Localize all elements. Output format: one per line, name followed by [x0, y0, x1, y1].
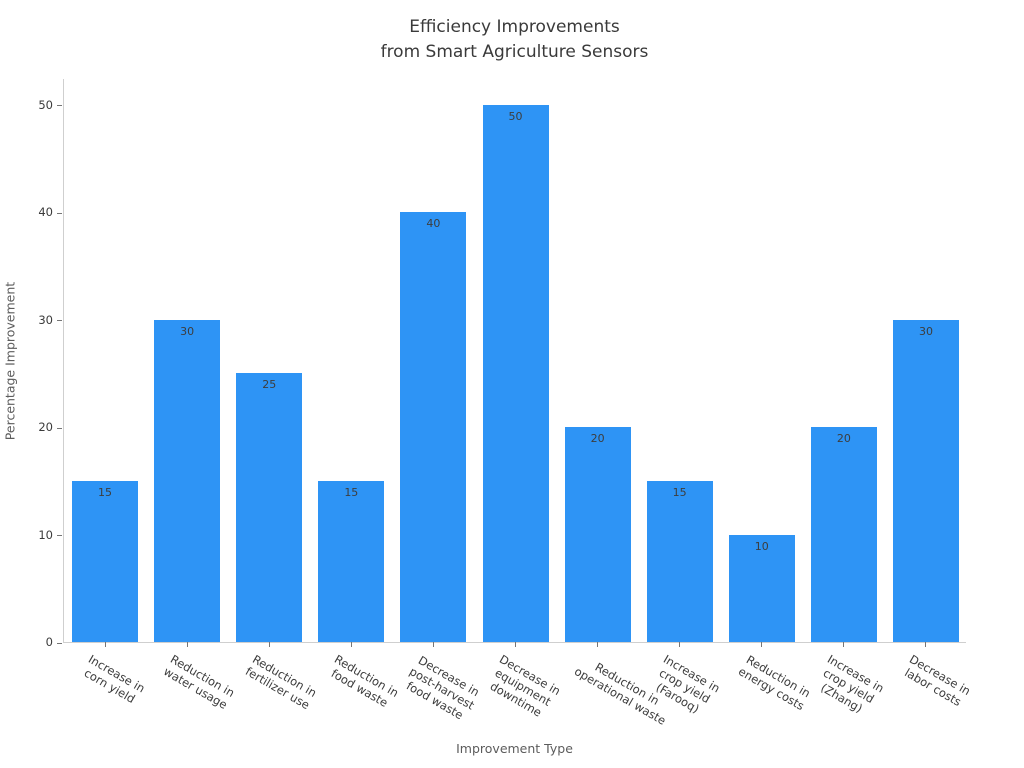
x-tick-label: Decrease in post-harvest food waste [404, 653, 483, 723]
y-tick-label: 50 [38, 97, 53, 112]
x-tick [104, 642, 106, 647]
y-tick [57, 642, 62, 644]
bar-value-label: 20 [836, 432, 851, 446]
y-tick [57, 427, 62, 429]
x-tick [679, 642, 681, 647]
bar [72, 480, 139, 642]
bar-value-label: 30 [918, 324, 933, 338]
bar-value-label: 25 [262, 378, 277, 392]
x-tick [843, 642, 845, 647]
x-tick-label: Reduction in food waste [328, 652, 402, 710]
bar-value-label: 40 [426, 217, 441, 231]
bar [728, 534, 795, 642]
bar-value-label: 50 [508, 109, 523, 123]
y-axis-title: Percentage Improvement [2, 281, 18, 441]
x-tick-label: Decrease in equipment downtime [487, 652, 563, 720]
bar [318, 480, 385, 642]
x-tick [350, 642, 352, 647]
y-tick-label: 40 [38, 205, 53, 220]
x-tick [186, 642, 188, 647]
x-tick-label: Increase in crop yield (Zhang) [818, 652, 887, 716]
bar [564, 427, 631, 642]
x-tick [597, 642, 599, 647]
bar [400, 212, 467, 642]
bar-value-label: 15 [98, 485, 113, 499]
chart-title: Efficiency Improvements from Smart Agric… [380, 17, 649, 62]
y-tick [57, 320, 62, 322]
y-tick-label: 0 [45, 635, 53, 649]
x-tick [432, 642, 434, 647]
bar [236, 373, 303, 642]
bar-value-label: 30 [180, 324, 195, 338]
x-tick [761, 642, 763, 647]
x-tick-label: Reduction in fertilizer use [243, 652, 320, 713]
y-tick [57, 535, 62, 537]
bar-value-label: 20 [590, 432, 605, 446]
plot-area: 0 10 20 30 40 50 15 Increase in corn yield 30 Red… [38, 79, 973, 728]
y-tick-label: 20 [38, 420, 53, 435]
y-tick [57, 212, 62, 214]
y-tick-label: 10 [38, 527, 53, 542]
x-tick-label: Reduction in energy costs [735, 652, 813, 714]
bar [892, 319, 959, 642]
bar [154, 319, 221, 642]
y-tick [57, 105, 62, 107]
x-tick [268, 642, 270, 647]
x-tick-label: Increase in corn yield [81, 652, 148, 707]
bar-value-label: 10 [754, 539, 769, 553]
x-tick [925, 642, 927, 647]
x-axis-title: Improvement Type [456, 741, 573, 756]
y-tick-label: 30 [38, 312, 53, 327]
bar-value-label: 15 [344, 485, 359, 499]
bar [482, 104, 549, 642]
x-tick-label: Decrease in labor costs [902, 652, 973, 709]
bar [810, 427, 877, 642]
x-tick [515, 642, 516, 647]
bar [646, 480, 713, 642]
bar-value-label: 15 [672, 485, 687, 499]
x-tick-label: Reduction in water usage [161, 652, 238, 712]
